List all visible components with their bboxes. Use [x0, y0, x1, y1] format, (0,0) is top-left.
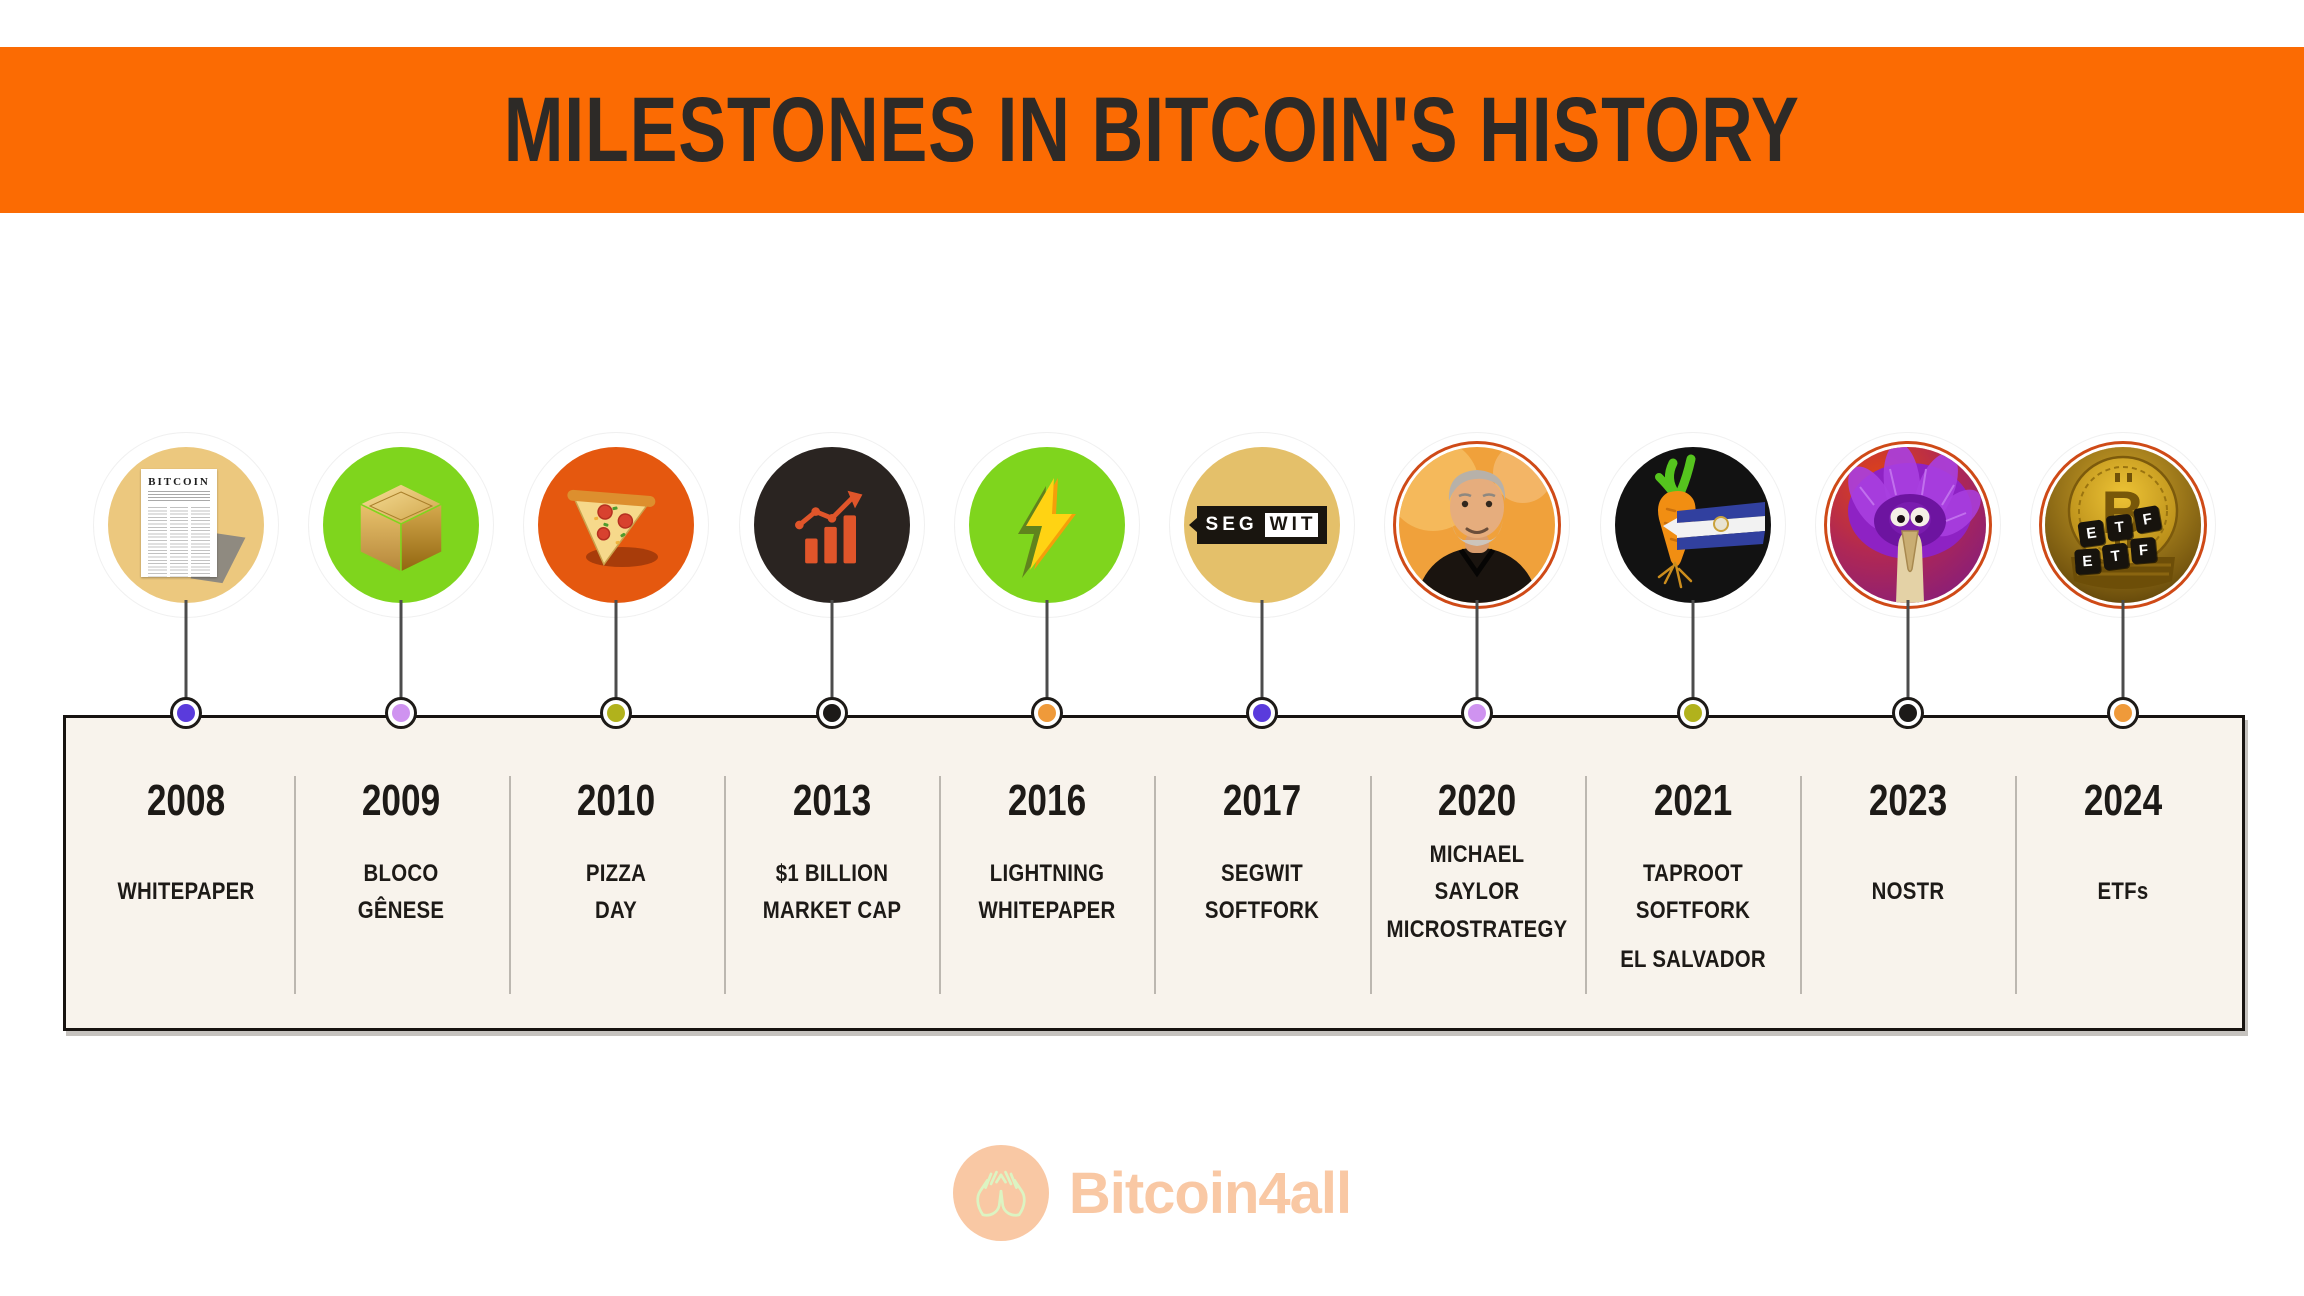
timeline-dot — [2107, 697, 2139, 729]
timeline-box — [63, 715, 2245, 1031]
segwit-logo-icon: SEG WIT — [1188, 506, 1328, 544]
milestone-year: 2017 — [1222, 776, 1302, 825]
milestone-label: $1 BILLION MARKET CAP — [762, 859, 902, 924]
milestone-label: LIGHTNING WHITEPAPER — [978, 859, 1116, 924]
etf-die: T — [2105, 513, 2134, 542]
timeline-dot — [1031, 697, 1063, 729]
milestone-year: 2008 — [146, 776, 226, 825]
milestone-icon-frame — [1815, 432, 2001, 618]
milestone-label: WHITEPAPER — [117, 878, 255, 906]
etf-die: E — [2074, 548, 2101, 575]
hands-icon — [976, 1170, 1026, 1217]
milestone-year: 2013 — [792, 776, 872, 825]
taproot-el-salvador-icon — [1655, 454, 1765, 589]
milestone-2016: 2016 LIGHTNING WHITEPAPER — [939, 0, 1155, 1296]
milestone-icon-frame — [308, 432, 494, 618]
bitcoin-whitepaper-icon: BITCOIN — [141, 469, 246, 584]
timeline-dot — [170, 697, 202, 729]
connector-line — [614, 600, 618, 704]
milestone-year: 2016 — [1007, 776, 1087, 825]
etf-die: F — [2129, 536, 2158, 565]
connector-line — [1260, 600, 1264, 704]
milestone-icon-frame: SEG WIT — [1169, 432, 1355, 618]
column-divider — [1154, 776, 1156, 994]
etf-die: T — [2101, 542, 2130, 571]
connector-line — [830, 600, 834, 704]
timeline-dot — [1461, 697, 1493, 729]
milestone-year: 2021 — [1653, 776, 1733, 825]
nostr-ostrich-icon — [1848, 447, 1981, 603]
milestone-2013: 2013 $1 BILLION MARKET CAP — [724, 0, 940, 1296]
milestone-sublabel: EL SALVADOR — [1620, 946, 1766, 973]
michael-saylor-portrait-icon — [1399, 447, 1553, 603]
etf-die: F — [2133, 505, 2162, 534]
rising-bar-chart-icon — [795, 490, 863, 564]
timeline-dot — [1677, 697, 1709, 729]
timeline-dot — [816, 697, 848, 729]
milestone-label: SEGWIT SOFTFORK — [1204, 859, 1320, 924]
whitepaper-title-text: BITCOIN — [148, 476, 210, 488]
segwit-text-wit: WIT — [1264, 513, 1319, 537]
milestone-2023: 2023 NOSTR — [1800, 0, 2016, 1296]
milestone-year: 2020 — [1437, 776, 1517, 825]
timeline-dot — [600, 697, 632, 729]
timeline-dot — [1892, 697, 1924, 729]
milestone-label: TAPROOT SOFTFORK — [1635, 859, 1751, 924]
connector-line — [1906, 600, 1910, 704]
milestone-label: PIZZA DAY — [585, 859, 647, 924]
milestone-year: 2023 — [1868, 776, 1948, 825]
milestone-2010: 2010 PIZZA DAY — [508, 0, 724, 1296]
milestone-icon-frame — [1384, 432, 1570, 618]
brand-name: Bitcoin4all — [1068, 1160, 1352, 1226]
column-divider — [1800, 776, 1802, 994]
column-divider — [1370, 776, 1372, 994]
milestone-2017: SEG WIT 2017 SEGWIT SOFTFORK — [1154, 0, 1370, 1296]
milestone-2009: 2009 BLOCO GÊNESE — [293, 0, 509, 1296]
milestone-icon-frame: BITCOIN — [93, 432, 279, 618]
column-divider — [724, 776, 726, 994]
milestone-label: NOSTR — [1871, 878, 1945, 906]
milestone-label: ETFs — [2097, 878, 2149, 906]
header-band: MILESTONES IN BITCOIN'S HISTORY — [0, 47, 2304, 213]
connector-line — [1691, 600, 1695, 704]
pizza-slice-icon — [567, 489, 658, 567]
lightning-bolt-icon — [1018, 478, 1076, 578]
etf-die: E — [2077, 519, 2106, 548]
connector-line — [399, 600, 403, 704]
milestone-label: MICHAEL SAYLOR MICROSTRATEGY — [1386, 841, 1568, 943]
segwit-text-seg: SEG — [1205, 514, 1258, 535]
milestone-year: 2010 — [576, 776, 656, 825]
milestone-icon-frame — [1600, 432, 1786, 618]
milestone-2024: B E T F E T F 2024 ETFs — [2015, 0, 2231, 1296]
milestone-year: 2009 — [361, 776, 441, 825]
milestone-icon-frame — [954, 432, 1140, 618]
connector-line — [1045, 600, 1049, 704]
milestone-icon-frame — [523, 432, 709, 618]
connector-line — [2121, 600, 2125, 704]
milestone-2008: BITCOIN 2008 WHITEPAPER — [78, 0, 294, 1296]
column-divider — [509, 776, 511, 994]
page-title: MILESTONES IN BITCOIN'S HISTORY — [504, 78, 1800, 181]
connector-line — [1475, 600, 1479, 704]
timeline-dot — [1246, 697, 1278, 729]
column-divider — [1585, 776, 1587, 994]
milestone-2021: 2021 TAPROOT SOFTFORK EL SALVADOR — [1585, 0, 1801, 1296]
milestone-icon-frame — [739, 432, 925, 618]
milestone-label: BLOCO GÊNESE — [357, 859, 445, 924]
footer-brand-lockup: Bitcoin4all — [0, 1140, 2304, 1246]
brand-badge — [952, 1145, 1049, 1241]
column-divider — [2015, 776, 2017, 994]
milestone-year: 2024 — [2083, 776, 2163, 825]
connector-line — [184, 600, 188, 704]
milestone-icon-frame: B E T F E T F — [2030, 432, 2216, 618]
column-divider — [939, 776, 941, 994]
genesis-block-cube-icon — [358, 483, 444, 574]
column-divider — [294, 776, 296, 994]
milestone-2020: 2020 MICHAEL SAYLOR MICROSTRATEGY — [1369, 0, 1585, 1296]
timeline-dot — [385, 697, 417, 729]
